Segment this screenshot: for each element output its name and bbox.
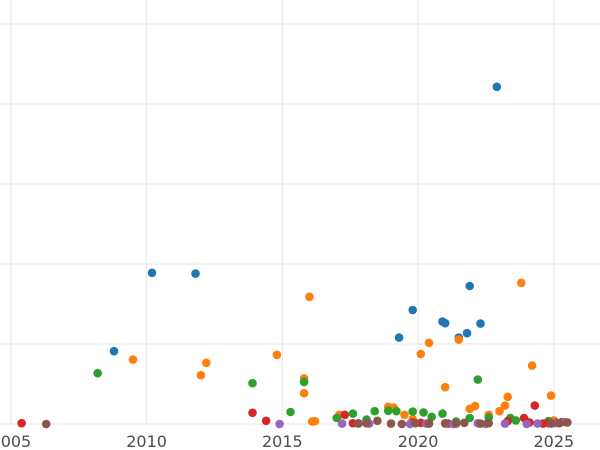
data-point <box>93 368 102 378</box>
data-point <box>397 419 407 429</box>
x-tick-label: 2015 <box>262 432 303 450</box>
data-point <box>275 419 284 429</box>
data-point <box>522 419 531 429</box>
data-point <box>340 410 350 420</box>
data-point <box>424 338 434 348</box>
data-point <box>440 418 450 428</box>
data-point <box>272 350 282 360</box>
data-point <box>462 328 472 338</box>
data-point <box>202 358 211 368</box>
data-point <box>394 333 404 342</box>
data-point <box>438 409 447 418</box>
series-1 <box>128 278 559 426</box>
data-point <box>354 419 363 428</box>
data-point <box>299 377 309 387</box>
data-point <box>416 349 426 359</box>
data-point <box>392 406 401 416</box>
data-point <box>424 419 434 428</box>
data-point <box>362 418 371 428</box>
x-tick-label: 2020 <box>398 432 439 450</box>
series-5 <box>41 416 572 429</box>
x-tick-label: 2025 <box>533 432 574 450</box>
data-point <box>530 401 540 410</box>
data-point <box>305 292 314 302</box>
data-point <box>546 391 556 400</box>
data-point <box>299 388 309 398</box>
data-point <box>332 413 342 423</box>
data-point <box>495 406 504 416</box>
data-point <box>484 418 494 428</box>
data-point <box>473 375 483 384</box>
data-point <box>465 281 475 291</box>
data-point <box>383 406 393 416</box>
data-point <box>555 418 564 428</box>
data-point <box>411 418 420 428</box>
x-tick-label: 2010 <box>126 432 167 450</box>
data-point <box>400 410 409 420</box>
data-point <box>440 318 450 328</box>
data-point <box>476 419 485 428</box>
data-point <box>41 419 51 429</box>
data-point <box>261 416 271 426</box>
data-point <box>476 319 485 328</box>
data-point <box>386 419 396 428</box>
data-point <box>563 418 572 427</box>
data-point <box>503 392 512 402</box>
data-point <box>527 361 537 370</box>
data-point <box>286 407 295 417</box>
data-point <box>337 419 347 428</box>
data-point <box>546 419 556 428</box>
data-points <box>17 82 572 429</box>
data-point <box>17 418 27 428</box>
data-point <box>460 418 469 428</box>
data-point <box>454 335 464 344</box>
grid <box>0 0 600 425</box>
data-point <box>109 346 119 356</box>
data-point <box>470 401 480 411</box>
data-point <box>191 269 200 278</box>
data-point <box>310 416 320 426</box>
x-tick-label: 2005 <box>0 432 31 450</box>
data-point <box>511 416 521 425</box>
data-point <box>517 278 526 288</box>
x-axis-ticks: 2005 2010 2015 2020 2025 <box>0 432 574 450</box>
data-point <box>248 378 257 388</box>
data-point <box>451 419 461 428</box>
data-point <box>348 409 358 418</box>
data-point <box>147 268 157 278</box>
data-point <box>373 416 382 426</box>
data-point <box>500 419 510 428</box>
series-2 <box>93 368 553 426</box>
data-point <box>440 382 450 392</box>
data-point <box>408 305 418 315</box>
data-point <box>128 355 138 364</box>
data-point <box>196 370 206 380</box>
data-point <box>533 419 542 428</box>
data-point <box>492 82 502 92</box>
data-point <box>500 401 510 410</box>
series-0 <box>109 82 502 356</box>
data-point <box>408 407 418 416</box>
data-point <box>370 406 380 416</box>
data-point <box>419 408 428 417</box>
data-point <box>248 408 257 418</box>
